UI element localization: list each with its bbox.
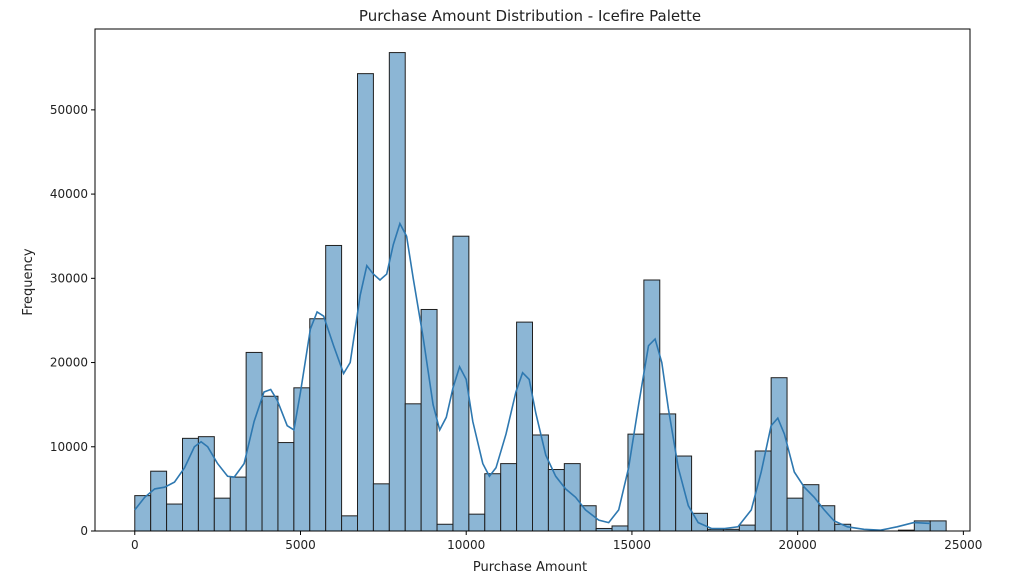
histogram-bar (611, 525, 629, 532)
y-tick-label: 40000 (50, 187, 88, 201)
histogram-bar (150, 470, 168, 532)
histogram-bar (229, 476, 247, 532)
x-tick-label: 25000 (944, 538, 982, 552)
plot-frame (94, 28, 971, 532)
histogram-bar (166, 503, 184, 532)
histogram-bar (627, 433, 645, 532)
histogram-bar (436, 523, 454, 532)
x-tick-label: 15000 (613, 538, 651, 552)
histogram-bar (659, 413, 677, 532)
x-tick-label: 20000 (779, 538, 817, 552)
histogram-bar (579, 505, 597, 532)
histogram-bar (643, 279, 661, 532)
histogram-bar (293, 387, 311, 532)
histogram-bar (770, 377, 788, 532)
histogram-bar (500, 463, 518, 532)
histogram-bar (786, 497, 804, 532)
histogram-bar (261, 395, 279, 532)
histogram-bar (738, 524, 756, 532)
y-tick-label: 30000 (50, 271, 88, 285)
x-axis-ticks: 0 5000 10000 15000 20000 25000 (131, 531, 982, 552)
x-tick-label: 10000 (447, 538, 485, 552)
histogram-bar (516, 321, 533, 532)
histogram-bar (468, 513, 486, 532)
chart-title: Purchase Amount Distribution - Icefire P… (359, 7, 701, 25)
y-axis-label: Frequency (21, 248, 36, 315)
x-axis-label: Purchase Amount (473, 560, 587, 575)
bars-group (134, 52, 947, 532)
histogram-bar (325, 244, 343, 532)
y-tick-label: 20000 (50, 356, 88, 370)
kde-curve (134, 221, 931, 532)
histogram-bar (404, 403, 422, 532)
x-tick-label: 5000 (285, 538, 316, 552)
histogram-bar (802, 484, 820, 532)
y-tick-label: 10000 (50, 440, 88, 454)
histogram-bar (372, 483, 390, 532)
histogram-bar (213, 497, 231, 532)
histogram-bar (532, 434, 549, 532)
x-tick-label: 0 (131, 538, 139, 552)
histogram-bar (197, 436, 215, 532)
histogram-bar (484, 473, 502, 532)
y-tick-label: 50000 (50, 103, 88, 117)
y-tick-label: 0 (80, 524, 88, 538)
histogram-bar (277, 442, 295, 532)
histogram-bar (182, 437, 199, 532)
y-axis-ticks: 0 10000 20000 30000 40000 50000 (50, 103, 95, 538)
histogram-bar (929, 520, 947, 532)
histogram-bar (547, 469, 565, 532)
histogram-bar (563, 463, 581, 532)
histogram-bar (388, 52, 406, 532)
histogram-bar (309, 318, 327, 532)
histogram-bar (341, 515, 359, 532)
